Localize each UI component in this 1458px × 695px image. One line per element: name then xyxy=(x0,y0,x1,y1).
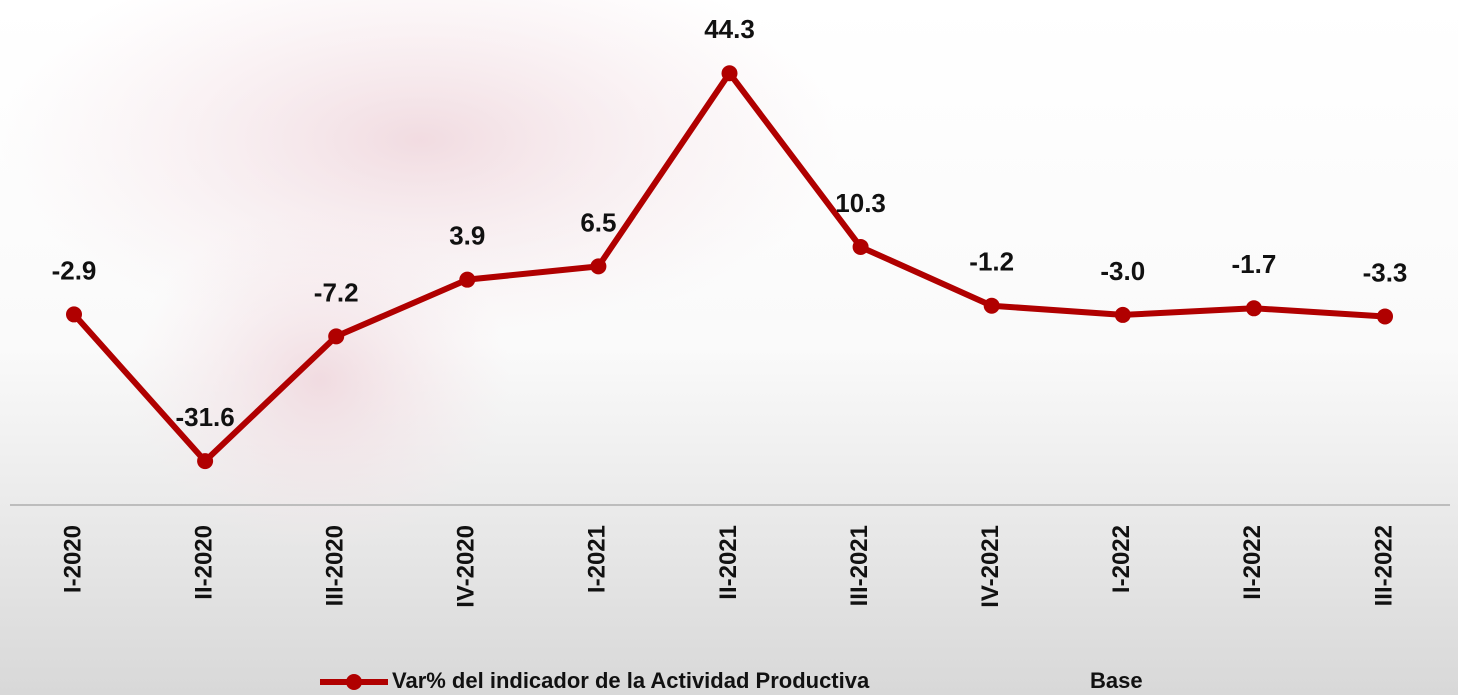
data-label: 44.3 xyxy=(704,14,755,44)
data-label: -3.3 xyxy=(1363,257,1408,287)
data-label: 3.9 xyxy=(449,221,485,251)
x-tick-label: IV-2020 xyxy=(453,525,480,608)
data-point xyxy=(66,306,82,323)
data-label: 6.5 xyxy=(580,207,616,237)
data-point xyxy=(590,258,607,275)
data-label: 10.3 xyxy=(835,188,886,218)
data-point xyxy=(328,328,345,345)
data-label: -2.9 xyxy=(52,255,97,285)
x-tick-label: I-2022 xyxy=(1108,525,1135,593)
decoration xyxy=(130,210,510,550)
x-tick-label: II-2020 xyxy=(190,525,217,600)
legend-label: Base xyxy=(1090,668,1143,693)
data-label: -31.6 xyxy=(175,402,234,432)
legend: Var% del indicador de la Actividad Produ… xyxy=(320,668,1143,693)
x-tick-label: IV-2021 xyxy=(977,525,1004,608)
data-label: -1.2 xyxy=(969,247,1014,277)
legend-label: Var% del indicador de la Actividad Produ… xyxy=(392,668,870,693)
data-label: -1.7 xyxy=(1231,249,1276,279)
data-point xyxy=(197,453,214,470)
data-label: -7.2 xyxy=(314,277,359,307)
data-point xyxy=(983,297,1000,314)
x-tick-label: III-2022 xyxy=(1370,525,1397,606)
data-point xyxy=(1377,308,1393,325)
data-point xyxy=(1245,300,1262,317)
data-label: -3.0 xyxy=(1100,256,1145,286)
x-tick-label: II-2021 xyxy=(715,525,742,600)
data-point xyxy=(721,65,738,82)
data-point xyxy=(852,238,869,255)
x-tick-label: II-2022 xyxy=(1239,525,1266,600)
x-tick-label: III-2021 xyxy=(846,525,873,606)
x-tick-label: I-2020 xyxy=(59,525,86,593)
data-point xyxy=(459,271,476,288)
data-point xyxy=(1114,306,1131,323)
x-tick-label: III-2020 xyxy=(322,525,349,606)
x-tick-label: I-2021 xyxy=(584,525,611,593)
legend-marker xyxy=(346,674,362,690)
